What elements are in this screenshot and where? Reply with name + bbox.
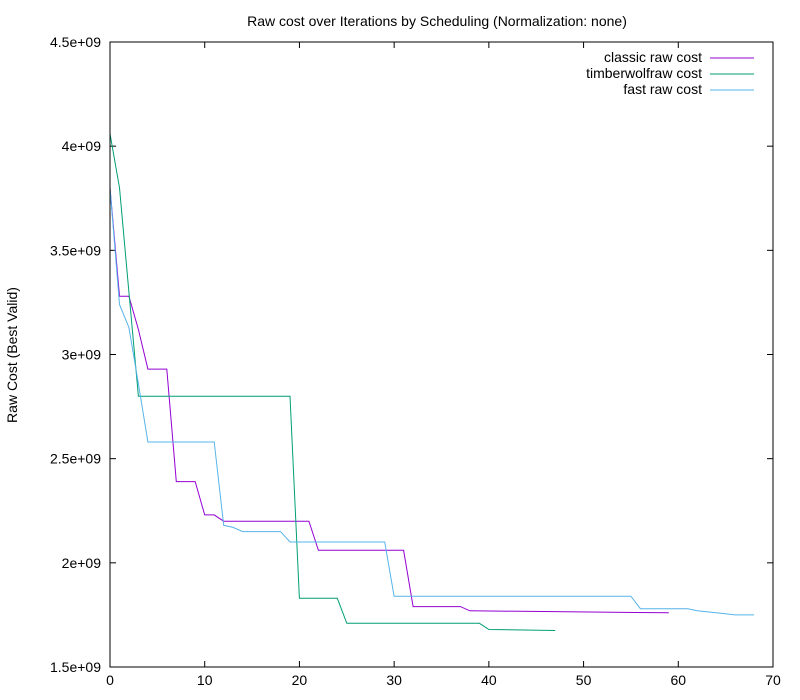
axis-ticks: 0 10 20 30 40 50 60 70 1.5e+09 2e+09 2.5e+09 3e+09 3… (50, 34, 781, 688)
chart-title: Raw cost over Iterations by Scheduling (… (247, 13, 627, 29)
y-tick-label: 4.5e+09 (50, 34, 101, 50)
x-tick-label: 60 (670, 672, 686, 688)
plot-frame (109, 41, 774, 668)
series-layer (109, 133, 755, 631)
series-line-0 (109, 187, 669, 614)
y-tick-label: 3e+09 (62, 347, 102, 363)
x-tick-label: 20 (292, 672, 308, 688)
legend-label-0: classic raw cost (604, 49, 702, 65)
x-tick-label: 10 (197, 672, 213, 688)
x-tick-label: 0 (106, 672, 114, 688)
y-tick-label: 1.5e+09 (50, 659, 101, 675)
x-tick-label: 30 (386, 672, 402, 688)
y-tick-label: 2e+09 (62, 555, 102, 571)
legend-label-1: timberwolfraw cost (586, 65, 702, 81)
series-line-1 (109, 133, 556, 631)
series-line-2 (109, 187, 755, 616)
x-tick-label: 40 (481, 672, 497, 688)
y-tick-label: 4e+09 (62, 138, 102, 154)
legend-label-2: fast raw cost (623, 81, 702, 97)
x-tick-label: 70 (765, 672, 781, 688)
y-tick-label: 2.5e+09 (50, 451, 101, 467)
x-tick-label: 50 (576, 672, 592, 688)
y-axis-label: Raw Cost (Best Valid) (4, 287, 20, 423)
y-tick-label: 3.5e+09 (50, 242, 101, 258)
